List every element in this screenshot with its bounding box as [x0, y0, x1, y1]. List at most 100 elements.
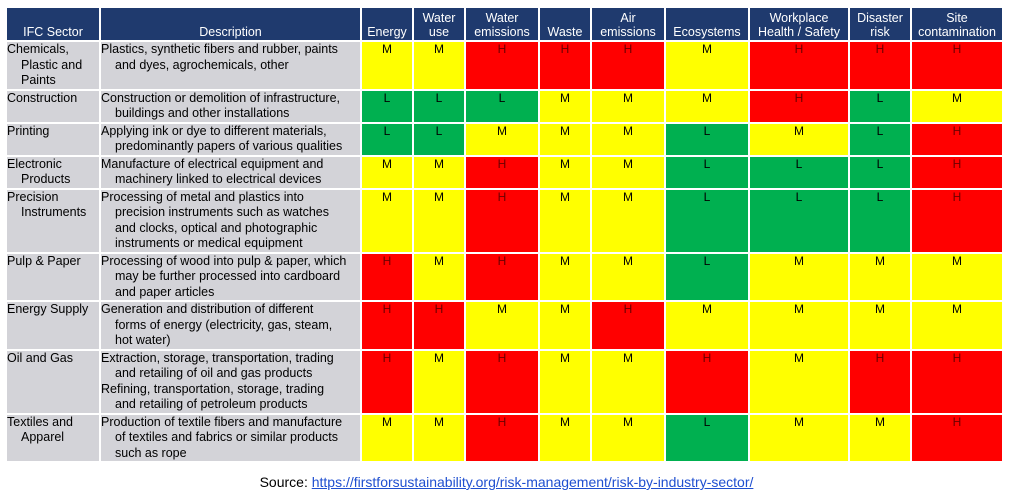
risk-level-cell: M	[748, 300, 850, 351]
risk-level-cell: M	[464, 121, 540, 157]
risk-level-cell: M	[748, 121, 850, 157]
description-line: and clocks, optical and photographic	[115, 220, 318, 235]
risk-level-cell: H	[538, 40, 592, 91]
sector-cell: Energy Supply	[5, 300, 101, 351]
header-line: Disaster	[857, 11, 903, 25]
risk-level-cell: H	[590, 300, 666, 351]
header-disaster-risk: Disaster risk	[848, 6, 912, 42]
header-ifc-sector: IFC Sector	[5, 6, 101, 42]
sector-line: Apparel	[21, 430, 65, 444]
description-line: hot water)	[115, 333, 171, 347]
risk-level-cell: H	[464, 154, 540, 190]
risk-level-cell: L	[664, 154, 750, 190]
description-line: forms of energy (electricity, gas, steam…	[115, 317, 333, 332]
header-line: emissions	[600, 25, 656, 39]
risk-level-cell: M	[748, 348, 850, 415]
description-line: and retailing of oil and gas products	[115, 366, 313, 380]
risk-level-cell: H	[664, 348, 750, 415]
header-site-contamination: Site contamination	[910, 6, 1004, 42]
risk-by-industry-table: IFC Sector Description Energy Water use Wat…	[5, 6, 1004, 463]
risk-level-cell: M	[412, 154, 466, 190]
risk-level-cell: M	[590, 154, 666, 190]
sector-line: Precision	[7, 189, 59, 204]
sector-cell: Construction	[5, 88, 101, 124]
risk-level-cell: M	[590, 251, 666, 302]
risk-level-cell: L	[664, 412, 750, 463]
header-line: Waste	[547, 25, 583, 39]
sector-line: Textiles and	[7, 414, 74, 429]
risk-level-cell: M	[412, 412, 466, 463]
table-row: Electronic Products Manufacture of electri…	[5, 154, 1004, 190]
risk-level-cell: H	[910, 121, 1004, 157]
risk-level-cell: M	[360, 154, 414, 190]
header-line: Water	[422, 11, 456, 25]
description-line: Processing of wood into pulp & paper, wh…	[101, 253, 347, 268]
sector-line: Products	[21, 172, 71, 186]
table-row: Pulp & Paper Processing of wood into pulp…	[5, 251, 1004, 302]
risk-level-cell: H	[464, 348, 540, 415]
risk-level-cell: M	[910, 251, 1004, 302]
description-cell: Generation and distribution of different…	[99, 300, 362, 351]
risk-level-cell: H	[464, 187, 540, 254]
risk-level-cell: H	[464, 412, 540, 463]
risk-level-cell: M	[412, 187, 466, 254]
risk-level-cell: M	[538, 251, 592, 302]
header-line: risk	[870, 25, 890, 39]
table-row: Energy Supply Generation and distribution…	[5, 300, 1004, 351]
sector-cell: Electronic Products	[5, 154, 101, 190]
risk-level-cell: H	[412, 300, 466, 351]
description-line: machinery linked to electrical devices	[115, 172, 322, 186]
description-cell: Construction or demolition of infrastruc…	[99, 88, 362, 124]
source-caption: Source: https://firstforsustainability.o…	[0, 474, 1013, 490]
risk-level-cell: M	[590, 88, 666, 124]
risk-level-cell: M	[360, 187, 414, 254]
sector-line: Instruments	[21, 205, 87, 219]
sector-line: Energy Supply	[7, 302, 89, 316]
header-ecosystems: Ecosystems	[664, 6, 750, 42]
sector-cell: Oil and Gas	[5, 348, 101, 415]
risk-level-cell: H	[910, 187, 1004, 254]
header-line: Workplace	[769, 11, 829, 25]
risk-level-cell: L	[360, 121, 414, 157]
risk-level-cell: H	[910, 40, 1004, 91]
header-water-emissions: Water emissions	[464, 6, 540, 42]
description-cell: Plastics, synthetic fibers and rubber, p…	[99, 40, 362, 91]
risk-level-cell: H	[590, 40, 666, 91]
risk-level-cell: H	[748, 40, 850, 91]
description-line: Production of textile fibers and manufac…	[101, 414, 343, 429]
source-link[interactable]: https://firstforsustainability.org/risk-…	[311, 474, 754, 490]
risk-level-cell: H	[360, 348, 414, 415]
sector-line: Plastic and	[21, 57, 83, 72]
risk-level-cell: M	[538, 88, 592, 124]
description-cell: Extraction, storage, transportation, tra…	[99, 348, 362, 415]
risk-level-cell: M	[848, 251, 912, 302]
risk-level-cell: M	[848, 300, 912, 351]
risk-level-cell: M	[664, 88, 750, 124]
risk-level-cell: M	[848, 412, 912, 463]
table-body: Chemicals, Plastic and Paints Plastics, syn…	[5, 40, 1004, 463]
risk-level-cell: L	[412, 121, 466, 157]
header-line: emissions	[474, 25, 530, 39]
sector-line: Electronic	[7, 156, 62, 171]
description-line: and paper articles	[115, 284, 215, 299]
description-line: such as rope	[115, 445, 187, 460]
header-line: Air	[620, 11, 636, 25]
risk-level-cell: M	[590, 187, 666, 254]
risk-level-cell: H	[910, 412, 1004, 463]
description-line: Plastics, synthetic fibers and rubber, p…	[101, 42, 338, 56]
risk-level-cell: H	[360, 251, 414, 302]
risk-level-cell: H	[360, 300, 414, 351]
description-line: buildings and other installations	[115, 106, 290, 120]
header-line: Water	[485, 11, 519, 25]
risk-level-cell: M	[538, 187, 592, 254]
risk-level-cell: M	[412, 251, 466, 302]
risk-level-cell: M	[464, 300, 540, 351]
description-line: precision instruments such as watches	[115, 205, 329, 219]
description-line: Extraction, storage, transportation, tra…	[101, 350, 334, 365]
header-line: use	[428, 25, 450, 39]
description-line: predominantly papers of various qualitie…	[115, 139, 343, 153]
table-row: Printing Applying ink or dye to different…	[5, 121, 1004, 157]
table-row: Construction Construction or demolition o…	[5, 88, 1004, 124]
risk-level-cell: M	[748, 251, 850, 302]
header-line: Ecosystems	[673, 25, 741, 39]
